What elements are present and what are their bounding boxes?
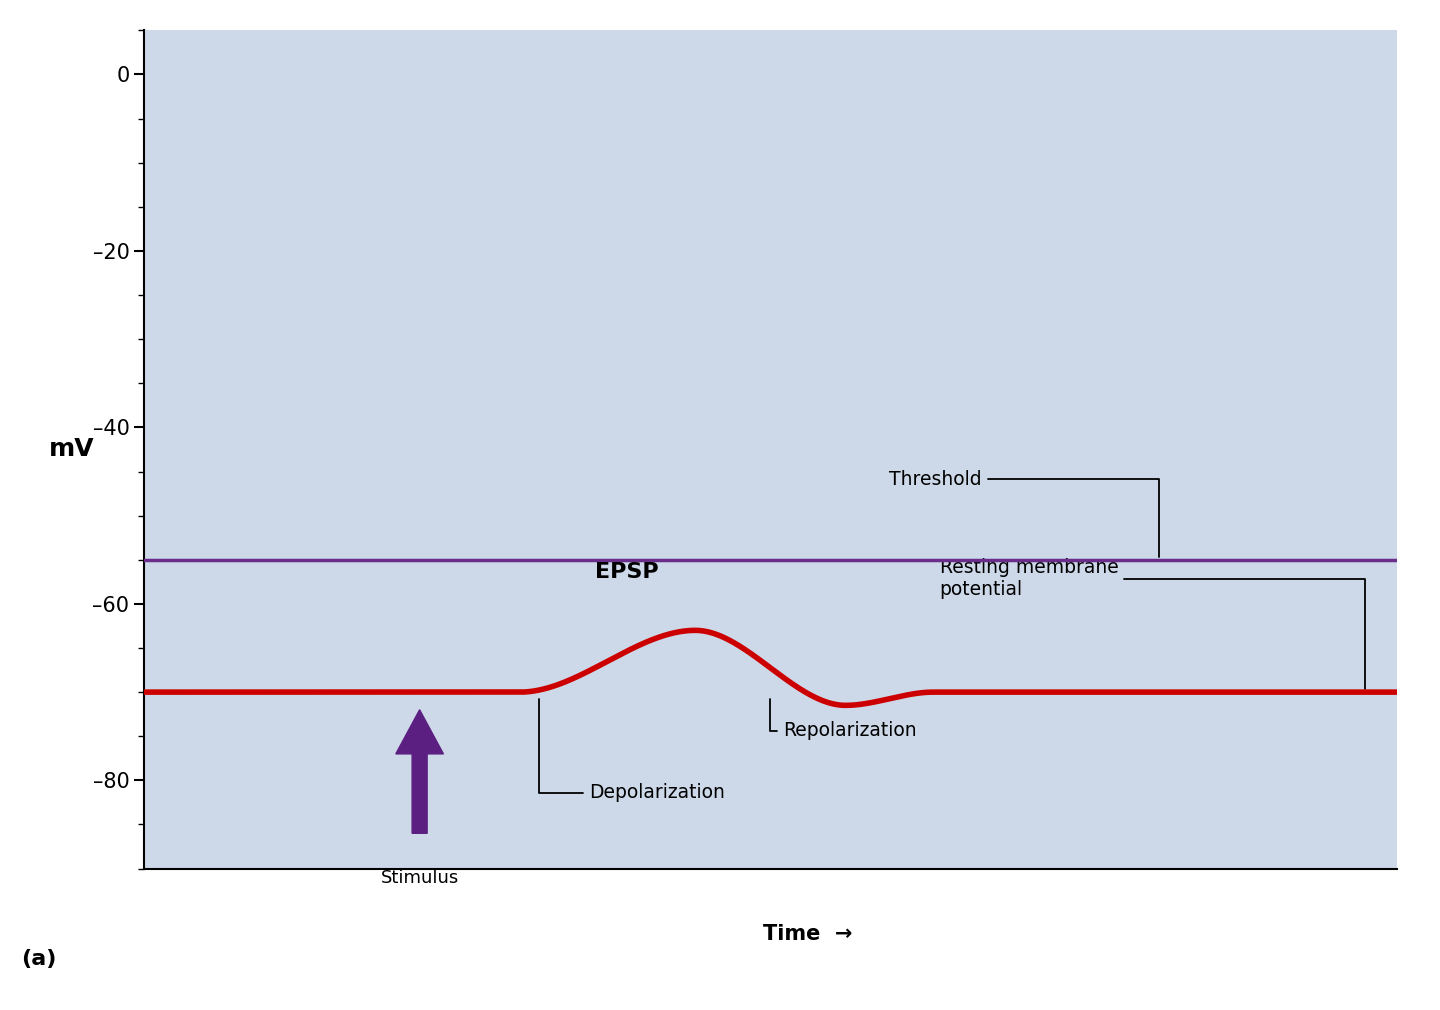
Text: Repolarization: Repolarization bbox=[770, 699, 916, 740]
FancyArrow shape bbox=[396, 710, 444, 833]
Text: Time  →: Time → bbox=[763, 924, 852, 944]
Text: (a): (a) bbox=[22, 949, 58, 970]
Text: Resting membrane
potential: Resting membrane potential bbox=[939, 559, 1365, 690]
Text: Depolarization: Depolarization bbox=[539, 699, 724, 802]
Y-axis label: mV: mV bbox=[49, 437, 95, 462]
Text: Threshold: Threshold bbox=[890, 470, 1159, 557]
Text: Stimulus: Stimulus bbox=[380, 869, 459, 887]
Text: EPSP: EPSP bbox=[595, 562, 658, 582]
